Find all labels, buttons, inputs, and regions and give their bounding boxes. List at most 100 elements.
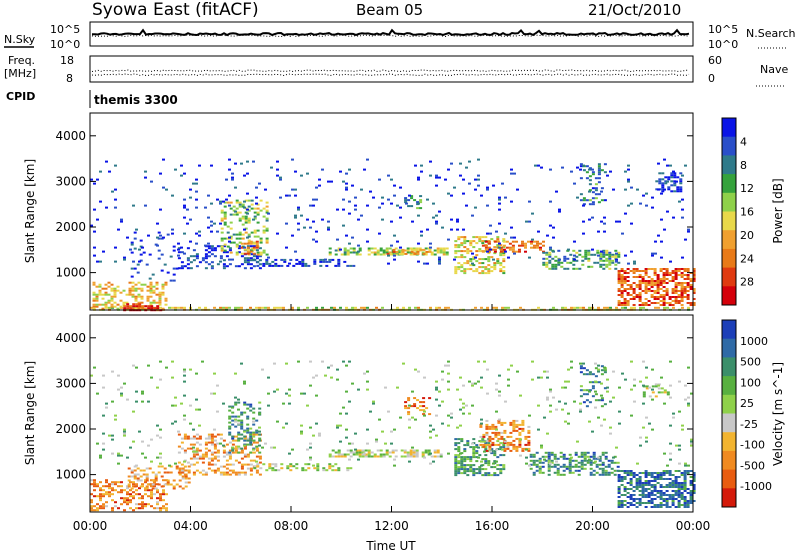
velocity-pixel <box>90 507 93 510</box>
velocity-pixel <box>457 438 461 441</box>
velocity-pixel <box>594 375 598 378</box>
power-pixel <box>617 274 621 276</box>
power-pixel <box>220 247 224 250</box>
velocity-pixel <box>404 401 408 404</box>
power-pixel <box>90 224 93 227</box>
velocity-pixel <box>447 364 450 367</box>
velocity-pixel <box>613 469 617 472</box>
power-pixel <box>645 204 648 207</box>
velocity-pixel <box>499 454 503 457</box>
power-pixel <box>447 238 450 241</box>
power-pixel <box>128 291 132 294</box>
power-pixel <box>487 256 491 259</box>
velocity-pixel <box>683 502 687 504</box>
velocity-pixel <box>487 474 491 477</box>
velocity-pixel <box>231 415 235 418</box>
power-pixel <box>228 247 232 250</box>
frequency-panel-frame <box>89 55 694 83</box>
velocity-pixel <box>165 509 168 512</box>
power-pixel <box>210 245 214 248</box>
power-pixel <box>157 257 161 260</box>
velocity-pixel <box>524 437 528 440</box>
power-pixel <box>385 249 389 252</box>
velocity-pixel <box>549 404 552 407</box>
power-pixel <box>502 266 506 269</box>
velocity-pixel <box>684 398 687 401</box>
velocity-pixel <box>180 471 184 474</box>
velocity-pixel <box>355 453 359 456</box>
velocity-pixel <box>393 458 396 461</box>
velocity-pixel <box>273 362 276 365</box>
power-pixel <box>161 285 165 288</box>
velocity-pixel <box>518 433 522 436</box>
velocity-pixel <box>588 371 592 374</box>
power-pixel <box>195 257 199 260</box>
power-pixel <box>499 252 503 255</box>
velocity-pixel <box>132 495 135 498</box>
power-pixel <box>620 292 624 294</box>
velocity-pixel <box>258 430 261 433</box>
velocity-pixel <box>415 455 419 458</box>
power-pixel <box>289 258 293 261</box>
velocity-pixel <box>243 380 246 383</box>
velocity-pixel <box>422 405 426 408</box>
power-pixel <box>372 196 375 199</box>
velocity-pixel <box>234 401 238 404</box>
power-pixel <box>624 306 627 309</box>
power-pixel <box>403 249 407 252</box>
velocity-pixel <box>358 449 362 452</box>
power-pixel <box>137 301 141 304</box>
power-pixel <box>650 302 654 304</box>
velocity-pixel <box>521 423 525 426</box>
velocity-pixel <box>653 472 657 474</box>
velocity-pixel <box>145 477 149 480</box>
power-pixel <box>647 280 651 282</box>
velocity-pixel <box>204 443 208 446</box>
velocity-pixel <box>151 487 155 490</box>
power-pixel <box>349 251 353 254</box>
velocity-pixel <box>187 469 191 472</box>
power-pixel <box>192 182 195 185</box>
power-pixel <box>244 215 248 218</box>
power-pixel <box>280 264 284 267</box>
power-pixel <box>186 267 190 270</box>
power-pixel <box>472 236 476 239</box>
velocity-colorbar-swatch <box>722 357 736 377</box>
power-pixel <box>575 259 579 262</box>
power-pixel <box>487 240 491 243</box>
power-pixel <box>656 278 660 280</box>
power-pixel <box>460 256 464 259</box>
power-pixel <box>139 253 143 256</box>
power-pixel <box>393 258 396 261</box>
velocity-pixel <box>532 463 536 466</box>
power-pixel <box>661 172 665 175</box>
power-pixel <box>238 203 242 206</box>
power-pixel <box>641 280 645 282</box>
velocity-pixel <box>506 443 510 446</box>
velocity-pixel <box>367 453 371 456</box>
velocity-pixel <box>507 384 510 387</box>
power-pixel <box>662 296 666 298</box>
velocity-pixel <box>466 440 470 443</box>
velocity-pixel <box>615 446 618 449</box>
velocity-pixel <box>686 502 690 504</box>
power-pixel <box>370 251 374 254</box>
power-pixel <box>641 276 645 278</box>
velocity-pixel <box>466 442 470 445</box>
power-pixel <box>578 253 582 256</box>
power-pixel <box>407 199 411 202</box>
power-colorbar-tick: 28 <box>740 276 754 289</box>
velocity-pixel <box>680 486 684 488</box>
power-pixel <box>633 306 636 309</box>
power-pixel <box>312 220 315 223</box>
power-pixel <box>692 292 696 294</box>
velocity-pixel <box>535 465 539 468</box>
noise-left-tick-bottom: 10^0 <box>50 38 80 51</box>
power-pixel <box>243 248 247 251</box>
velocity-pixel <box>459 424 462 427</box>
power-pixel <box>654 240 657 243</box>
velocity-pixel <box>252 407 256 410</box>
power-pixel <box>386 252 390 255</box>
velocity-pixel <box>361 449 365 452</box>
power-pixel <box>653 292 657 294</box>
